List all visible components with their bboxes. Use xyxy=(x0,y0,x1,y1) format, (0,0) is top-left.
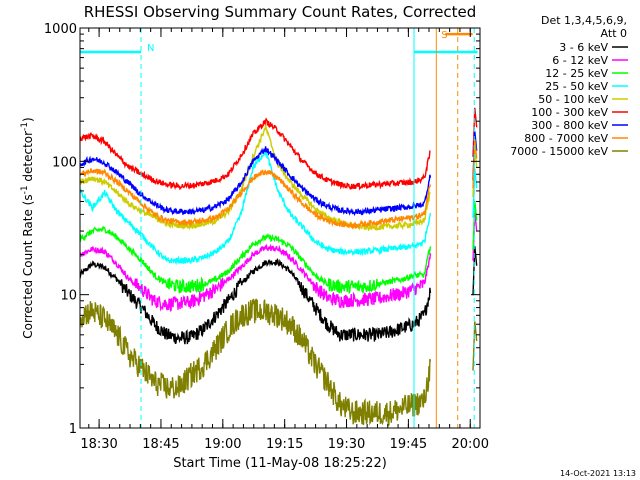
series-line-6 xyxy=(80,146,432,217)
series-line-1 xyxy=(80,243,432,313)
legend-label-8: 7000 - 15000 keV xyxy=(510,145,608,158)
x-tick-label: 19:45 xyxy=(390,437,427,452)
legend-label-0: 3 - 6 keV xyxy=(559,41,608,54)
x-tick-label: 20:00 xyxy=(452,437,489,452)
legend-label-6: 300 - 800 keV xyxy=(531,119,608,132)
x-axis-label: Start Time (11-May-08 18:25:22) xyxy=(173,456,387,471)
legend-label-7: 800 - 7000 keV xyxy=(524,132,608,145)
night-bar-label: N xyxy=(147,43,154,54)
legend-header-line1: Det 1,3,4,5,6,9, xyxy=(541,14,627,27)
y-axis-label-part1: Corrected Count Rate (s xyxy=(21,194,35,338)
series-tail-7 xyxy=(472,138,478,189)
footer-timestamp: 14-Oct-2021 13:13 xyxy=(560,469,636,478)
series-line-0 xyxy=(80,257,432,345)
legend-label-5: 100 - 300 keV xyxy=(531,106,608,119)
legend-header-line2: Att 0 xyxy=(601,27,627,40)
x-tick-label: 19:30 xyxy=(328,437,365,452)
y-axis-label-sup1: -1 xyxy=(20,185,30,194)
plot-frame xyxy=(79,27,481,429)
series-line-4 xyxy=(80,124,431,232)
legend-label-2: 12 - 25 keV xyxy=(545,67,608,80)
series-line-8 xyxy=(80,298,432,427)
series-tail-0 xyxy=(472,246,478,296)
series-line-7 xyxy=(80,168,432,231)
x-tick-label: 18:45 xyxy=(142,437,179,452)
saa-bar-label: S xyxy=(441,30,447,41)
x-tick-label: 18:30 xyxy=(80,437,117,452)
series-line-2 xyxy=(80,225,432,294)
y-tick-label: 1 xyxy=(69,422,77,437)
y-axis-label-sup2: -1 xyxy=(20,122,30,131)
legend-label-4: 50 - 100 keV xyxy=(538,93,608,106)
y-axis-label-part3: ) xyxy=(21,117,35,122)
x-tick-label: 19:00 xyxy=(204,437,241,452)
x-axis: 18:30 18:45 19:00 19:15 19:30 19:45 20:00 xyxy=(80,28,489,452)
y-axis: 1 10 100 1000 xyxy=(44,22,480,437)
series-line-3 xyxy=(80,148,432,266)
legend-label-1: 6 - 12 keV xyxy=(552,54,608,67)
series-layer xyxy=(80,107,478,427)
y-axis-label: Corrected Count Rate (s-1 detector-1) xyxy=(20,117,35,338)
series-tail-8 xyxy=(472,321,478,371)
legend-label-3: 25 - 50 keV xyxy=(545,80,608,93)
x-tick-label: 19:15 xyxy=(266,437,303,452)
annotation-layer: NS xyxy=(80,28,478,428)
series-line-5 xyxy=(80,117,431,191)
y-tick-label: 1000 xyxy=(44,22,77,37)
y-tick-label: 10 xyxy=(60,289,77,304)
chart-title: RHESSI Observing Summary Count Rates, Co… xyxy=(84,3,477,21)
y-tick-label: 100 xyxy=(52,155,77,170)
y-axis-label-part2: detector xyxy=(21,131,35,186)
